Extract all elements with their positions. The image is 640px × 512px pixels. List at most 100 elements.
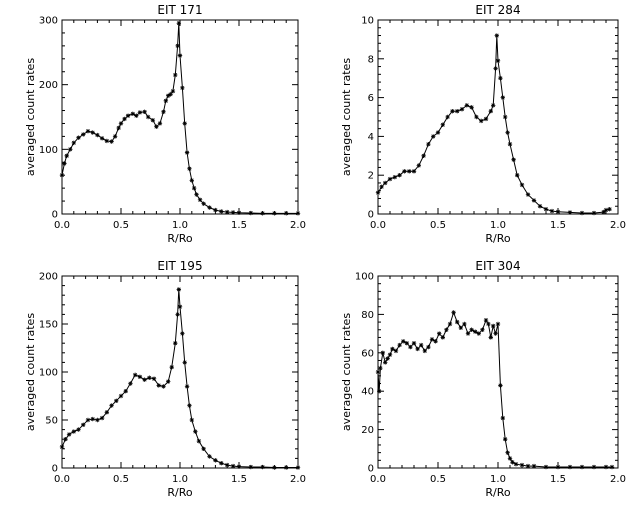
data-point bbox=[416, 163, 421, 168]
y-tick-label: 200 bbox=[39, 80, 58, 91]
x-tick-label: 2.0 bbox=[610, 220, 626, 231]
y-tick-label: 4 bbox=[368, 132, 374, 143]
data-point bbox=[142, 109, 147, 115]
y-tick-label: 100 bbox=[39, 145, 58, 156]
data-point bbox=[462, 321, 467, 327]
data-point bbox=[68, 147, 73, 152]
data-point bbox=[488, 108, 493, 114]
chart-panel-1: EIT 171 0.0 0.5 1.0 1.5 2.0 0 100 200 300 R/Ro aver… bbox=[24, 3, 306, 245]
data-point bbox=[123, 389, 128, 394]
data-point bbox=[134, 113, 139, 118]
data-point bbox=[154, 124, 159, 129]
data-point bbox=[498, 383, 503, 388]
data-point bbox=[408, 344, 413, 350]
data-point bbox=[99, 415, 105, 421]
data-point bbox=[170, 88, 176, 94]
data-point bbox=[383, 180, 388, 186]
x-tick-label: 1.5 bbox=[550, 474, 566, 485]
plot-frame bbox=[377, 275, 619, 469]
data-point bbox=[230, 463, 236, 469]
y-tick-label: 100 bbox=[355, 272, 374, 283]
data-point bbox=[476, 331, 481, 336]
data-point bbox=[445, 114, 450, 120]
data-point bbox=[260, 464, 265, 470]
data-point bbox=[116, 125, 121, 131]
data-point bbox=[193, 429, 198, 434]
data-point bbox=[503, 437, 508, 442]
data-point bbox=[387, 176, 393, 182]
data-point bbox=[173, 72, 178, 78]
data-point bbox=[411, 341, 417, 346]
data-point bbox=[207, 454, 212, 459]
data-point bbox=[163, 98, 169, 104]
data-point bbox=[379, 184, 384, 190]
y-axis-title: averaged count rates bbox=[340, 313, 353, 431]
data-point bbox=[402, 169, 407, 174]
plot-frame bbox=[377, 19, 619, 215]
data-point bbox=[387, 352, 393, 357]
data-point bbox=[537, 204, 543, 209]
data-point bbox=[125, 113, 131, 118]
data-point bbox=[525, 192, 531, 197]
data-point bbox=[451, 310, 456, 315]
data-point bbox=[519, 182, 525, 188]
data-point bbox=[59, 173, 65, 178]
data-point bbox=[76, 135, 81, 140]
data-point bbox=[225, 462, 230, 468]
y-tick-label: 40 bbox=[361, 387, 374, 398]
data-point bbox=[505, 130, 510, 135]
data-point bbox=[459, 107, 465, 112]
y-axis-title: averaged count rates bbox=[24, 313, 37, 431]
data-point bbox=[168, 92, 173, 97]
data-point bbox=[437, 331, 442, 336]
data-point bbox=[390, 346, 395, 352]
data-point bbox=[469, 105, 474, 110]
data-point bbox=[118, 393, 124, 399]
chart-title: EIT 171 bbox=[157, 3, 202, 17]
data-point bbox=[248, 210, 253, 216]
data-point bbox=[450, 108, 455, 114]
data-point bbox=[95, 417, 100, 423]
data-point bbox=[114, 398, 119, 403]
data-point bbox=[464, 103, 469, 108]
data-point bbox=[236, 464, 242, 469]
data-point bbox=[161, 384, 166, 389]
data-point bbox=[491, 103, 496, 108]
data-point bbox=[177, 53, 183, 58]
data-point bbox=[180, 85, 185, 91]
data-point bbox=[176, 287, 182, 292]
data-point bbox=[555, 464, 561, 470]
data-point bbox=[156, 383, 161, 388]
data-point bbox=[531, 463, 537, 469]
data-point bbox=[109, 403, 114, 408]
data-point bbox=[375, 190, 381, 195]
data-point bbox=[173, 341, 178, 346]
data-point bbox=[505, 450, 510, 455]
data-point bbox=[591, 210, 597, 216]
data-point bbox=[375, 369, 381, 375]
data-point bbox=[187, 403, 192, 408]
data-point bbox=[130, 111, 135, 116]
x-tick-label: 2.0 bbox=[610, 474, 626, 485]
chart-panel-3: EIT 195 0.0 0.5 1.0 1.5 2.0 0 50 100 150 200 R/Ro av… bbox=[24, 259, 306, 499]
x-tick-label: 0.5 bbox=[113, 220, 129, 231]
x-tick-label: 0.0 bbox=[370, 474, 386, 485]
x-tick-label: 0.0 bbox=[370, 220, 386, 231]
series-line bbox=[61, 289, 298, 468]
data-point bbox=[150, 118, 156, 123]
data-point bbox=[525, 463, 531, 469]
x-tick-label: 2.0 bbox=[290, 220, 306, 231]
x-tick-label: 0.5 bbox=[113, 474, 129, 485]
data-point bbox=[201, 201, 206, 206]
y-axis-title: averaged count rates bbox=[24, 58, 37, 176]
data-point bbox=[543, 464, 549, 470]
y-tick-label: 6 bbox=[368, 93, 374, 104]
data-point bbox=[85, 129, 91, 134]
data-point bbox=[404, 341, 409, 346]
data-point bbox=[182, 121, 187, 126]
y-tick-label: 2 bbox=[368, 171, 374, 182]
x-tick-label: 0.5 bbox=[430, 474, 446, 485]
chart-title: EIT 284 bbox=[475, 3, 520, 17]
x-tick-label: 1.5 bbox=[231, 220, 247, 231]
y-tick-label: 8 bbox=[368, 54, 374, 65]
